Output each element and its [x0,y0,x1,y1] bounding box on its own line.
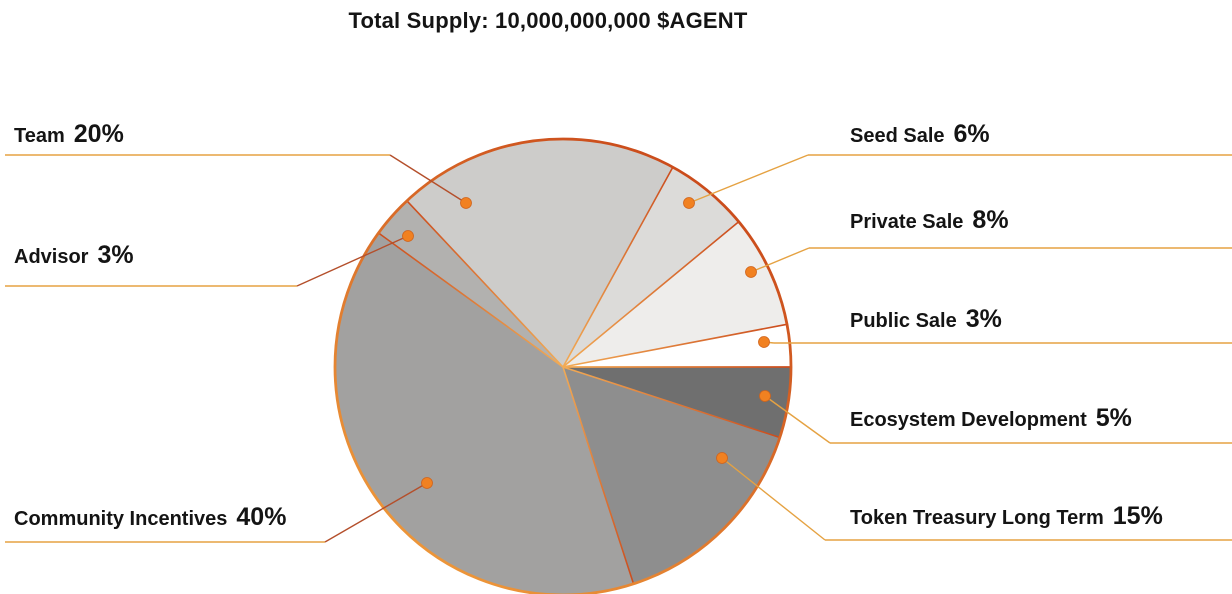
segment-boundary-line [562,221,740,368]
segment-label-ecosystem-development: Ecosystem Development 5% [850,404,1132,432]
segment-boundary-line [562,166,674,368]
segment-dot-team [460,197,472,209]
segment-dot-ecosystem-development [759,390,771,402]
segment-label-name: Private Sale [850,211,963,233]
segment-dot-public-sale [758,336,770,348]
segment-label-name: Seed Sale [850,125,945,147]
leader-diagonal-token-treasury-long-term [721,457,826,541]
leader-diagonal-advisor [296,235,409,287]
segment-label-pct: 20% [74,120,124,148]
chart-title: Total Supply: 10,000,000,000 $AGENT [348,8,748,33]
segment-dot-token-treasury-long-term [716,452,728,464]
segment-label-name: Advisor [14,246,89,268]
segment-label-advisor: Advisor 3% [14,241,134,269]
leader-diagonal-team [389,154,467,204]
segment-label-seed-sale: Seed Sale 6% [850,120,990,148]
segment-label-community-incentives: Community Incentives 40% [14,503,286,531]
segment-label-name: Ecosystem Development [850,409,1087,431]
segment-label-token-treasury-long-term: Token Treasury Long Term 15% [850,502,1163,530]
segment-boundary-line [378,232,564,368]
segment-label-team: Team 20% [14,120,124,148]
callout-seed-sale: Seed Sale 6% [683,120,1232,209]
segment-label-name: Public Sale [850,310,957,332]
segment-label-pct: 8% [972,206,1008,234]
segment-label-pct: 5% [1096,404,1132,432]
callout-ecosystem-development: Ecosystem Development 5% [759,390,1232,444]
segment-label-pct: 3% [97,241,133,269]
segment-dot-community-incentives [421,477,433,489]
callout-team: Team 20% [5,120,472,209]
segment-boundary-line [406,200,564,368]
callout-public-sale: Public Sale 3% [758,305,1232,348]
segment-label-pct: 15% [1113,502,1163,530]
segment-boundary-line [562,366,781,439]
segment-dot-seed-sale [683,197,695,209]
pie-outline [333,137,793,594]
callout-community-incentives: Community Incentives 40% [5,477,433,543]
callout-advisor: Advisor 3% [5,230,414,287]
segment-label-pct: 3% [966,305,1002,333]
segment-label-private-sale: Private Sale 8% [850,206,1009,234]
leader-diagonal-private-sale [750,247,810,273]
leader-diagonal-community-incentives [324,482,428,543]
leader-diagonal-ecosystem-development [764,395,831,444]
segment-dot-advisor [402,230,414,242]
segment-label-pct: 6% [954,120,990,148]
segment-dot-private-sale [745,266,757,278]
callout-token-treasury-long-term: Token Treasury Long Term 15% [716,452,1232,541]
segment-boundary-line [562,366,635,585]
segment-label-pct: 40% [236,503,286,531]
segment-label-public-sale: Public Sale 3% [850,305,1002,333]
segment-label-name: Token Treasury Long Term [850,507,1104,529]
callout-private-sale: Private Sale 8% [745,206,1232,278]
leader-diagonal-seed-sale [688,154,809,204]
segment-label-name: Team [14,125,65,147]
segment-boundary-line [562,323,788,368]
segment-label-name: Community Incentives [14,508,227,530]
